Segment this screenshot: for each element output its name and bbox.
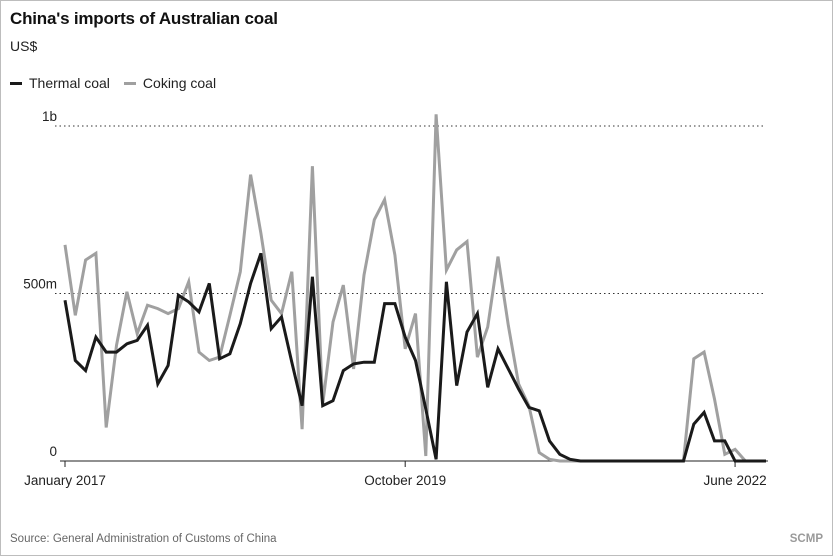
x-tick-label-january-2017: January 2017 bbox=[24, 473, 106, 488]
legend-swatch-thermal-coal bbox=[10, 81, 22, 85]
y-tick-label-500m: 500m bbox=[23, 277, 57, 292]
legend-item-thermal-coal: Thermal coal bbox=[10, 75, 110, 91]
source-note: Source: General Administration of Custom… bbox=[10, 533, 277, 545]
y-axis: 0 500m 1b bbox=[23, 109, 57, 459]
brand-logo: SCMP bbox=[789, 533, 823, 545]
legend-item-coking-coal: Coking coal bbox=[123, 75, 217, 91]
legend-label-coking-coal: Coking coal bbox=[142, 75, 217, 91]
series-lines bbox=[63, 114, 766, 463]
chart-title: China's imports of Australian coal bbox=[10, 9, 278, 28]
y-tick-label-1b: 1b bbox=[42, 109, 57, 124]
chart-subtitle: US$ bbox=[10, 38, 38, 54]
series-line-thermal-coal bbox=[63, 252, 766, 463]
legend-label-thermal-coal: Thermal coal bbox=[29, 75, 110, 91]
gridlines bbox=[55, 125, 766, 294]
legend: Thermal coal Coking coal bbox=[10, 75, 230, 91]
x-tick-label-june-2022: June 2022 bbox=[704, 473, 767, 488]
x-tick-label-october-2019: October 2019 bbox=[364, 473, 446, 488]
y-tick-label-0: 0 bbox=[49, 444, 57, 459]
x-axis: January 2017 October 2019 June 2022 bbox=[24, 460, 768, 488]
series-line-coking-coal bbox=[63, 114, 766, 463]
legend-swatch-coking-coal bbox=[123, 81, 136, 85]
